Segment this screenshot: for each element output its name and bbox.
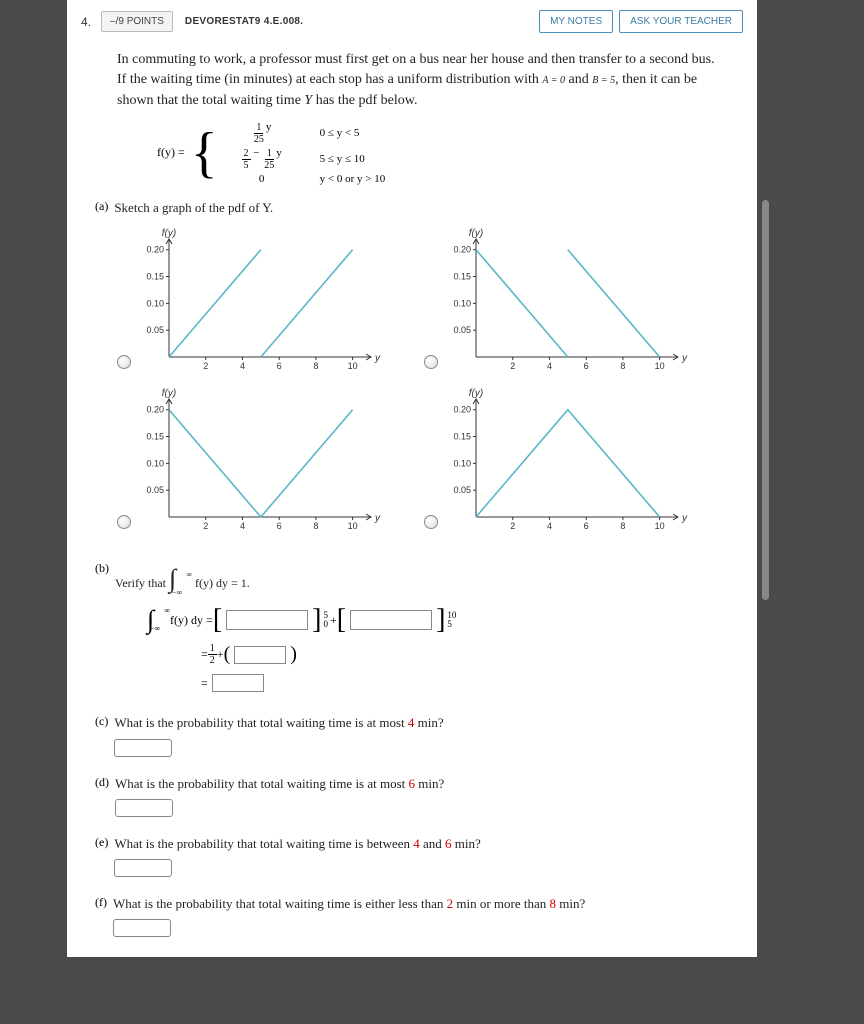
svg-text:0.15: 0.15: [146, 272, 164, 282]
choice-A: 0.05 0.10 0.15 0.20 2 4 6 8 10 f(y) y: [117, 225, 414, 375]
svg-text:0.15: 0.15: [146, 432, 164, 442]
svg-text:4: 4: [240, 521, 245, 531]
input-c[interactable]: [114, 739, 172, 757]
svg-text:f(y): f(y): [162, 228, 176, 239]
part-b-work-3: =: [201, 674, 721, 692]
input-e[interactable]: [114, 859, 172, 877]
svg-text:0.05: 0.05: [146, 325, 164, 335]
chart-D: 0.05 0.10 0.15 0.20 2 4 6 8 10 f(y) y: [442, 385, 692, 535]
svg-text:0.15: 0.15: [453, 272, 471, 282]
radio-C[interactable]: [117, 515, 131, 529]
svg-text:0.05: 0.05: [453, 485, 471, 495]
svg-text:8: 8: [620, 361, 625, 371]
radio-A[interactable]: [117, 355, 131, 369]
svg-text:10: 10: [655, 361, 665, 371]
input-b-2[interactable]: [350, 610, 432, 630]
svg-text:0.20: 0.20: [453, 245, 471, 255]
input-b-3[interactable]: [234, 646, 286, 664]
svg-text:2: 2: [510, 521, 515, 531]
svg-text:6: 6: [277, 361, 282, 371]
svg-text:8: 8: [313, 521, 318, 531]
svg-text:2: 2: [203, 521, 208, 531]
svg-text:y: y: [681, 513, 688, 524]
svg-text:8: 8: [620, 521, 625, 531]
part-b-work-1: ∫−∞∞ f(y) dy = [ ] 50 + [ ] 105: [147, 605, 721, 635]
svg-text:0.15: 0.15: [453, 432, 471, 442]
chart-B: 0.05 0.10 0.15 0.20 2 4 6 8 10 f(y) y: [442, 225, 692, 375]
svg-text:4: 4: [240, 361, 245, 371]
question-number: 4.: [81, 15, 91, 29]
choice-D: 0.05 0.10 0.15 0.20 2 4 6 8 10 f(y) y: [424, 385, 721, 535]
part-c-label: (c): [95, 714, 108, 729]
part-b-work-2: = 12 + ( ): [201, 643, 721, 666]
svg-text:y: y: [374, 513, 381, 524]
part-f: (f) What is the probability that total w…: [117, 895, 721, 937]
svg-text:4: 4: [547, 361, 552, 371]
part-f-label: (f): [95, 895, 107, 910]
part-a-label: (a): [95, 199, 108, 214]
input-b-1[interactable]: [226, 610, 308, 630]
svg-text:8: 8: [313, 361, 318, 371]
svg-text:2: 2: [203, 361, 208, 371]
my-notes-button[interactable]: MY NOTES: [539, 10, 613, 33]
ask-teacher-button[interactable]: ASK YOUR TEACHER: [619, 10, 743, 33]
svg-text:4: 4: [547, 521, 552, 531]
svg-text:6: 6: [584, 361, 589, 371]
svg-text:0.05: 0.05: [146, 485, 164, 495]
part-a-text: Sketch a graph of the pdf of Y.: [114, 199, 721, 217]
part-b-label: (b): [95, 561, 109, 576]
svg-text:0.20: 0.20: [453, 405, 471, 415]
choice-B: 0.05 0.10 0.15 0.20 2 4 6 8 10 f(y) y: [424, 225, 721, 375]
pdf-sketch-choices: 0.05 0.10 0.15 0.20 2 4 6 8 10 f(y) y 0.05 0.10 0.15…: [117, 225, 721, 535]
svg-text:0.10: 0.10: [146, 298, 164, 308]
svg-text:10: 10: [348, 361, 358, 371]
input-d[interactable]: [115, 799, 173, 817]
input-f[interactable]: [113, 919, 171, 937]
svg-text:6: 6: [277, 521, 282, 531]
svg-text:2: 2: [510, 361, 515, 371]
svg-text:0.05: 0.05: [453, 325, 471, 335]
svg-text:f(y): f(y): [469, 388, 483, 399]
svg-text:0.20: 0.20: [146, 245, 164, 255]
part-d: (d) What is the probability that total w…: [117, 775, 721, 817]
scrollbar[interactable]: [762, 200, 769, 600]
svg-text:y: y: [374, 353, 381, 364]
svg-text:0.10: 0.10: [146, 458, 164, 468]
part-b: (b) Verify that ∫−∞∞ f(y) dy = 1.: [117, 561, 721, 597]
svg-text:0.20: 0.20: [146, 405, 164, 415]
svg-text:f(y): f(y): [469, 228, 483, 239]
radio-B[interactable]: [424, 355, 438, 369]
pdf-definition: f(y) = { 125y 0 ≤ y < 5 25 − 125y 5 ≤ y …: [157, 121, 721, 185]
chart-C: 0.05 0.10 0.15 0.20 2 4 6 8 10 f(y) y: [135, 385, 385, 535]
input-b-4[interactable]: [212, 674, 264, 692]
book-reference: DEVORESTAT9 4.E.008.: [185, 16, 303, 27]
part-e-label: (e): [95, 835, 108, 850]
svg-text:10: 10: [655, 521, 665, 531]
svg-text:0.10: 0.10: [453, 298, 471, 308]
chart-A: 0.05 0.10 0.15 0.20 2 4 6 8 10 f(y) y: [135, 225, 385, 375]
problem-statement: In commuting to work, a professor must f…: [117, 50, 721, 111]
svg-text:0.10: 0.10: [453, 458, 471, 468]
question-header: 4. –/9 POINTS DEVORESTAT9 4.E.008. MY NO…: [67, 0, 757, 40]
svg-text:6: 6: [584, 521, 589, 531]
svg-text:f(y): f(y): [162, 388, 176, 399]
part-a: (a) Sketch a graph of the pdf of Y.: [117, 199, 721, 217]
svg-text:y: y: [681, 353, 688, 364]
radio-D[interactable]: [424, 515, 438, 529]
part-d-label: (d): [95, 775, 109, 790]
points-box[interactable]: –/9 POINTS: [101, 11, 173, 32]
svg-text:10: 10: [348, 521, 358, 531]
part-c: (c) What is the probability that total w…: [117, 714, 721, 756]
part-e: (e) What is the probability that total w…: [117, 835, 721, 877]
choice-C: 0.05 0.10 0.15 0.20 2 4 6 8 10 f(y) y: [117, 385, 414, 535]
